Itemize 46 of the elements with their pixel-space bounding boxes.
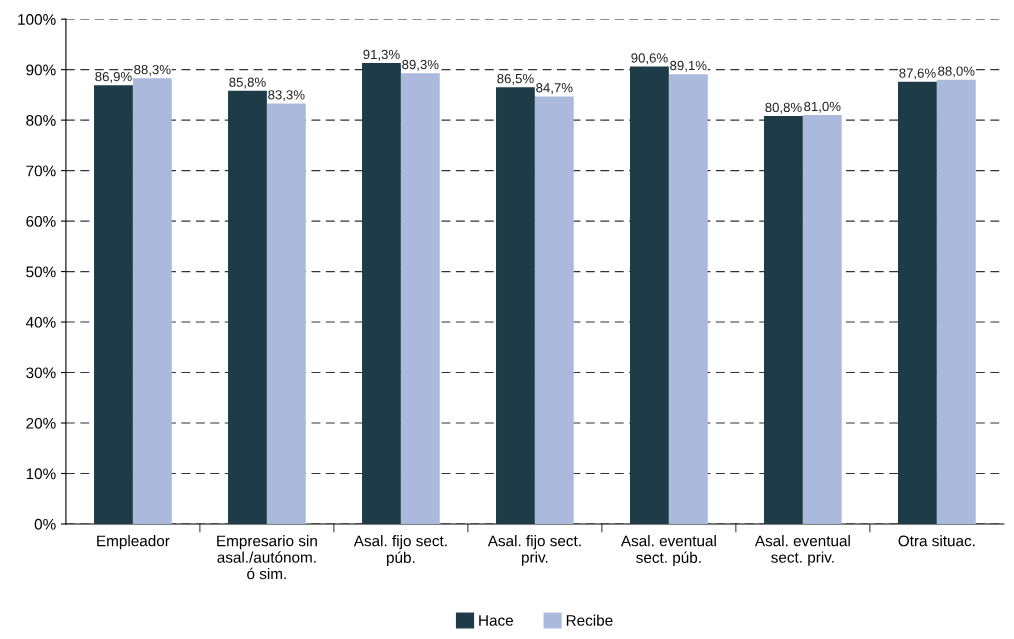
data-label: 84,7% xyxy=(536,83,573,94)
y-tick-label: 70% xyxy=(26,165,56,177)
y-tick-label: 80% xyxy=(26,115,56,126)
y-tick-label: 90% xyxy=(26,64,56,76)
data-label: 83,3% xyxy=(268,90,305,102)
bar xyxy=(228,90,267,524)
x-tick-label: Asal. eventual sect. púb. xyxy=(620,535,716,566)
data-label: 90,6% xyxy=(631,53,668,65)
y-tick-label: 20% xyxy=(26,417,56,429)
y-tick-label: 60% xyxy=(26,215,56,227)
data-label: 88,0% xyxy=(938,66,975,78)
bar xyxy=(534,96,574,524)
data-label: 80,8% xyxy=(765,102,802,114)
bar xyxy=(936,79,976,524)
data-label: 88,3% xyxy=(134,64,171,76)
bar xyxy=(802,115,842,524)
y-tick-label: 30% xyxy=(26,367,56,379)
data-label: 87,6% xyxy=(899,68,936,80)
data-label: 91,3% xyxy=(363,49,400,61)
bar xyxy=(630,66,669,524)
data-label: 86,5% xyxy=(497,73,534,85)
bar xyxy=(132,78,172,524)
y-tick-label: 40% xyxy=(25,316,56,328)
legend-label: Hace xyxy=(479,615,513,626)
data-label: 85,8% xyxy=(229,77,266,89)
x-tick-label: Otra situac. xyxy=(898,535,975,547)
bar xyxy=(764,116,803,524)
bar xyxy=(94,85,133,524)
legend-label: Recibe xyxy=(566,614,613,626)
x-tick-label: Asal. fijo sect. priv. xyxy=(487,535,581,566)
bar xyxy=(362,63,401,524)
bar xyxy=(496,87,535,524)
y-tick-label: 100% xyxy=(18,14,56,25)
data-label: 89,3% xyxy=(402,59,439,71)
x-tick-label: Empresario sin asal./autónom. ó sim. xyxy=(217,535,317,580)
bar xyxy=(898,81,937,524)
y-tick-label: 50% xyxy=(26,266,56,278)
x-tick-label: Asal. fijo sect. púb. xyxy=(353,535,447,566)
x-tick-label: Asal. eventual sect. priv. xyxy=(754,535,850,566)
y-tick-label: 10% xyxy=(26,468,56,480)
data-label: 86,9% xyxy=(95,71,132,83)
data-label: 89,1% xyxy=(670,60,707,72)
data-label: 81,0% xyxy=(804,101,841,113)
y-tick-label: 0% xyxy=(34,518,56,530)
bar xyxy=(266,103,306,524)
x-tick-label: Empleador xyxy=(97,535,170,550)
